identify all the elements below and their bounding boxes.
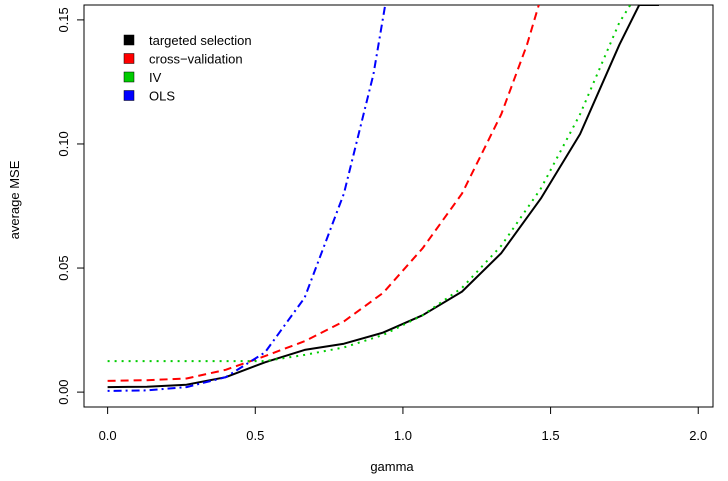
legend-label-4: OLS: [149, 89, 175, 104]
series-line-3: [107, 5, 632, 363]
legend-label-3: IV: [149, 70, 162, 85]
series-line-2: [107, 5, 540, 382]
x-tick-label: 0.0: [99, 428, 117, 443]
x-axis: 0.0 0.5 1.0 1.5 2.0: [99, 406, 707, 443]
y-axis-title: average MSE: [7, 160, 22, 239]
series-line-4: [107, 5, 387, 392]
legend-label-1: targeted selection: [149, 33, 252, 48]
y-axis: 0.00 0.05 0.10 0.15: [56, 7, 85, 405]
y-tick-label: 0.05: [56, 255, 71, 280]
series-line-1: [107, 5, 659, 389]
legend-swatch-4: [123, 90, 135, 101]
legend-swatch-2: [123, 53, 135, 64]
x-tick-label: 1.5: [542, 428, 560, 443]
legend-swatch-1: [123, 34, 135, 46]
y-tick-label: 0.00: [56, 379, 71, 404]
legend-swatch-3: [123, 71, 135, 83]
y-tick-label: 0.15: [56, 7, 71, 32]
x-tick-label: 2.0: [689, 428, 707, 443]
y-tick-label: 0.10: [56, 131, 71, 156]
x-tick-label: 0.5: [246, 428, 264, 443]
x-axis-title: gamma: [370, 459, 414, 474]
legend: targeted selection cross−validation IV OLS: [123, 33, 252, 104]
legend-label-2: cross−validation: [149, 52, 243, 67]
x-tick-label: 1.0: [394, 428, 412, 443]
